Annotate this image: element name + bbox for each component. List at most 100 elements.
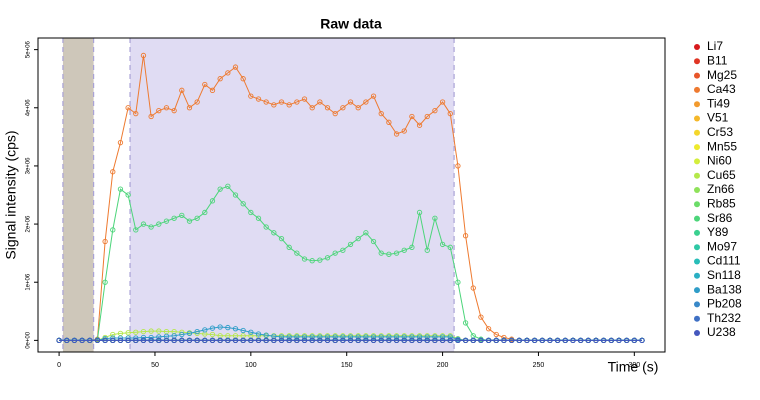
legend-label: Mn55	[707, 139, 737, 153]
data-point	[424, 334, 430, 340]
data-point	[493, 331, 499, 338]
data-point	[332, 334, 338, 340]
data-point	[255, 337, 262, 344]
data-point	[347, 337, 354, 344]
data-point	[263, 224, 269, 230]
legend-marker	[694, 229, 700, 236]
data-point	[286, 337, 292, 344]
data-point	[232, 192, 239, 198]
data-point	[179, 331, 185, 338]
data-point	[355, 337, 361, 344]
data-point	[447, 110, 453, 117]
data-point	[447, 334, 453, 340]
data-point	[255, 215, 262, 221]
data-point	[324, 255, 331, 261]
data-point	[194, 328, 200, 335]
data-point	[439, 337, 446, 344]
data-point	[462, 320, 469, 326]
data-point	[409, 244, 415, 250]
data-point	[278, 235, 285, 242]
data-point	[148, 328, 154, 334]
legend-label: Mg25	[707, 68, 737, 82]
data-point	[125, 330, 131, 336]
data-point	[156, 337, 162, 344]
data-point	[309, 337, 315, 344]
data-point	[363, 334, 369, 340]
data-point	[209, 331, 216, 338]
data-point	[301, 337, 308, 344]
data-point	[554, 337, 561, 344]
data-point	[332, 337, 338, 344]
data-point	[393, 334, 400, 340]
data-point	[470, 285, 476, 291]
data-point	[401, 337, 407, 344]
legend-label: Th232	[707, 311, 741, 325]
data-point	[209, 325, 216, 331]
data-point	[432, 337, 438, 344]
data-point	[347, 334, 354, 340]
data-point	[209, 87, 216, 93]
data-point	[278, 99, 285, 105]
data-point	[577, 337, 584, 344]
data-point	[248, 209, 254, 216]
legend-marker	[694, 158, 700, 165]
legend-marker	[694, 172, 700, 179]
data-point	[324, 337, 331, 344]
data-point	[363, 337, 369, 344]
data-point	[179, 212, 185, 219]
data-point	[478, 314, 484, 320]
legend-marker	[694, 72, 700, 79]
data-point	[140, 334, 147, 341]
data-point	[508, 337, 515, 344]
x-axis-label: Time (s)	[608, 359, 659, 375]
data-point	[501, 337, 507, 344]
legend-marker	[694, 115, 700, 122]
data-point	[171, 108, 177, 114]
x-tick-label: 100	[245, 362, 257, 369]
legend-marker	[694, 258, 700, 265]
x-tick-label: 150	[341, 362, 353, 369]
data-point	[616, 337, 622, 344]
data-point	[125, 105, 131, 111]
data-point	[355, 334, 361, 340]
legend-marker	[694, 215, 700, 222]
data-point	[163, 105, 170, 111]
data-point	[547, 337, 553, 344]
legend-label: Li7	[707, 39, 723, 53]
data-point	[393, 131, 400, 137]
x-tick-label: 50	[151, 362, 159, 369]
data-point	[125, 337, 131, 344]
data-point	[347, 99, 354, 105]
data-point	[531, 337, 538, 344]
data-point	[493, 337, 499, 344]
data-point	[501, 334, 507, 341]
chart-title: Raw data	[320, 16, 382, 32]
data-point	[278, 334, 285, 340]
data-point	[225, 324, 231, 331]
data-point	[409, 337, 415, 344]
legend-marker	[694, 287, 700, 294]
data-point	[271, 102, 277, 108]
data-point	[370, 93, 377, 99]
data-point	[202, 327, 208, 333]
legend-label: Y89	[707, 225, 729, 239]
data-point	[447, 244, 453, 250]
y-tick-label: 1e+06	[26, 273, 32, 291]
data-point	[171, 337, 177, 344]
data-point	[186, 330, 193, 337]
data-point	[194, 215, 200, 221]
legend-label: Mo97	[707, 239, 737, 253]
data-point	[301, 256, 308, 262]
data-point	[593, 337, 599, 344]
data-point	[294, 337, 300, 344]
data-point	[570, 337, 576, 344]
data-point	[378, 334, 384, 340]
legend-label: Pb208	[707, 297, 742, 311]
data-point	[386, 334, 392, 340]
data-point	[148, 337, 154, 344]
data-point	[148, 334, 154, 341]
data-point	[363, 99, 369, 105]
data-point	[409, 334, 415, 340]
data-point	[225, 183, 231, 189]
data-point	[156, 108, 162, 114]
